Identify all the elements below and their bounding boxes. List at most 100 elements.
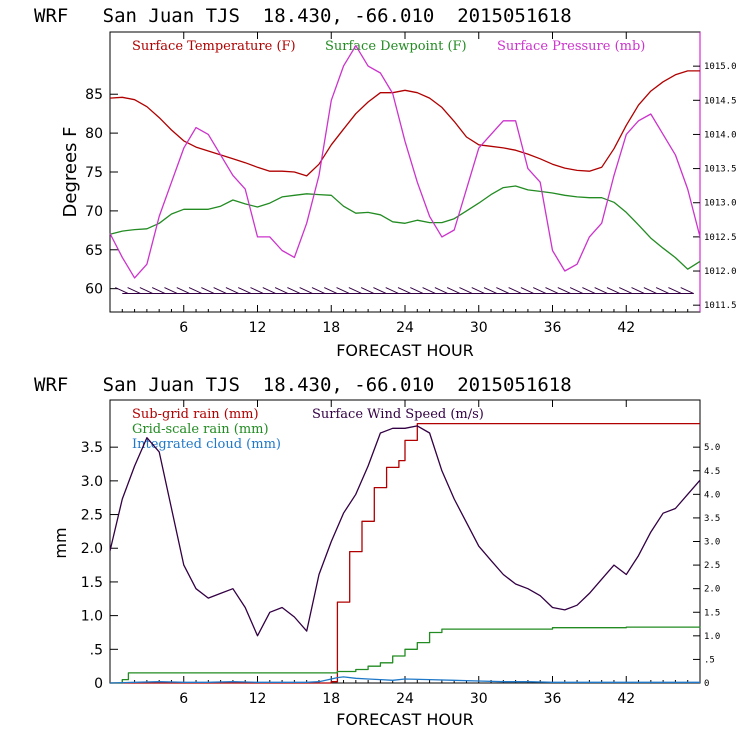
legend-surface-pressure: Surface Pressure (mb): [497, 39, 645, 54]
wind-barb: [545, 287, 559, 295]
bottom-x-tick-label: 12: [249, 691, 267, 707]
wind-barb: [201, 287, 215, 295]
top-y-tick-label: 60: [85, 282, 103, 298]
grid-scale-rain-mm-line: [110, 626, 701, 684]
bottom-y2-tick-label: 3.0: [704, 538, 720, 548]
bottom-y2-tick-label: 2.0: [704, 585, 720, 595]
wind-barb: [213, 287, 227, 295]
bottom-y-tick-label: 2.0: [81, 541, 103, 557]
wind-barb: [520, 287, 535, 295]
wind-barb: [360, 287, 375, 295]
wind-barb: [324, 287, 338, 295]
legend-grid-scale-rain: Grid-scale rain (mm): [132, 422, 269, 437]
wind-barb: [164, 287, 178, 295]
top-y-tick-label: 65: [85, 243, 103, 259]
wind-barb: [188, 287, 203, 295]
wind-barb: [643, 287, 658, 295]
wind-barb: [594, 287, 608, 295]
bottom-y2-tick-label: 5.0: [704, 443, 720, 453]
wind-barb: [668, 287, 682, 295]
top-plot-frame: [109, 31, 701, 313]
bottom-x-tick-label: 6: [179, 691, 188, 707]
surface-dewpoint-f-line: [109, 185, 701, 270]
wind-barb: [410, 287, 424, 295]
bottom-y2-tick-label: 3.5: [704, 514, 720, 524]
bottom-y2-tick-label: 4.5: [704, 467, 720, 477]
bottom-x-tick-label: 36: [544, 691, 562, 707]
wind-barb: [655, 287, 670, 295]
surface-pressure-mb-line: [109, 45, 701, 279]
top-x-tick-label: 12: [249, 320, 267, 336]
wind-barb: [569, 287, 584, 295]
bottom-series: [109, 422, 701, 684]
wind-barb: [115, 287, 129, 295]
bottom-y-tick-label: 3.5: [81, 440, 103, 456]
top-y2-tick-label: 1013.0: [704, 199, 737, 209]
top-y2-tick-label: 1012.0: [704, 267, 737, 277]
bottom-x-axis-label: FORECAST HOUR: [336, 710, 474, 729]
top-y-tick-label: 85: [85, 87, 103, 103]
wind-barb: [176, 287, 190, 295]
bottom-x-tick-label: 42: [617, 691, 635, 707]
wind-barb: [434, 287, 449, 295]
wind-barb: [471, 287, 485, 295]
bottom-y-ticks: 0 .5 1.0 1.5 2.0 2.5 3.0 3.5: [81, 440, 118, 692]
top-y2-tick-label: 1014.5: [704, 96, 737, 106]
top-y2-ticks: 1011.5 1012.0 1012.5 1013.0 1013.5 1014.0 1014…: [693, 62, 737, 311]
bottom-y-tick-label: .5: [90, 642, 103, 658]
bottom-y-tick-label: 3.0: [81, 474, 103, 490]
wind-barb: [274, 287, 289, 295]
wind-barb: [582, 287, 596, 295]
wind-barb: [508, 287, 522, 295]
wind-barb: [422, 287, 436, 295]
legend-sub-grid-rain: Sub-grid rain (mm): [132, 407, 259, 422]
wind-barb: [287, 287, 301, 295]
wind-barb: [225, 287, 240, 295]
top-y2-tick-label: 1014.0: [704, 130, 737, 140]
wind-barb: [336, 287, 350, 295]
wind-barb: [311, 287, 326, 295]
top-y-tick-label: 75: [85, 165, 103, 181]
sub-grid-rain-mm-line: [110, 422, 700, 684]
top-y-tick-label: 70: [85, 204, 103, 220]
bottom-chart-title: WRF San Juan TJS 18.430, -66.010 2015051…: [34, 374, 572, 396]
top-chart-title: WRF San Juan TJS 18.430, -66.010 2015051…: [34, 5, 572, 27]
top-y2-tick-label: 1012.5: [704, 233, 737, 243]
legend-surface-dewpoint: Surface Dewpoint (F): [325, 39, 467, 54]
top-y-tick-label: 80: [85, 126, 103, 142]
top-x-axis-label: FORECAST HOUR: [336, 341, 474, 360]
bottom-y2-tick-label: .5: [704, 655, 715, 665]
wind-barb: [250, 287, 264, 295]
temperature-chart: WRF San Juan TJS 18.430, -66.010 2015051…: [34, 5, 737, 360]
top-x-tick-label: 30: [470, 320, 488, 336]
top-y2-tick-label: 1013.5: [704, 165, 737, 175]
top-y-axis-label: Degrees F: [60, 127, 81, 218]
bottom-y2-tick-label: 4.0: [704, 490, 720, 500]
wind-barb: [446, 287, 461, 295]
top-x-tick-label: 24: [396, 320, 414, 336]
top-x-ticks: 6 12 18 24 30 36 42: [121, 32, 689, 336]
wind-barb: [606, 287, 621, 295]
top-x-tick-label: 36: [544, 320, 562, 336]
legend-surface-temperature: Surface Temperature (F): [132, 39, 296, 54]
bottom-y2-tick-label: 0: [704, 679, 709, 689]
wind-barb: [237, 287, 252, 295]
bottom-x-tick-label: 30: [470, 691, 488, 707]
bottom-y-tick-label: 2.5: [81, 508, 103, 524]
legend-surface-wind-speed: Surface Wind Speed (m/s): [312, 407, 484, 422]
wind-barb: [459, 287, 473, 295]
top-y2-tick-label: 1015.0: [704, 62, 737, 72]
top-y-ticks: 60 65 70 75 80 85: [85, 87, 118, 298]
top-series: [109, 45, 701, 295]
wind-barb: [631, 287, 645, 295]
surface-temperature-f-line: [109, 70, 700, 177]
bottom-x-tick-label: 18: [322, 691, 340, 707]
bottom-y-tick-label: 1.0: [81, 609, 103, 625]
wind-barb: [496, 287, 510, 295]
wind-barb: [151, 287, 166, 295]
bottom-y2-tick-label: 1.0: [704, 632, 720, 642]
wind-barb: [373, 287, 387, 295]
precipitation-chart: WRF San Juan TJS 18.430, -66.010 2015051…: [34, 374, 720, 729]
wind-barb: [127, 287, 141, 295]
